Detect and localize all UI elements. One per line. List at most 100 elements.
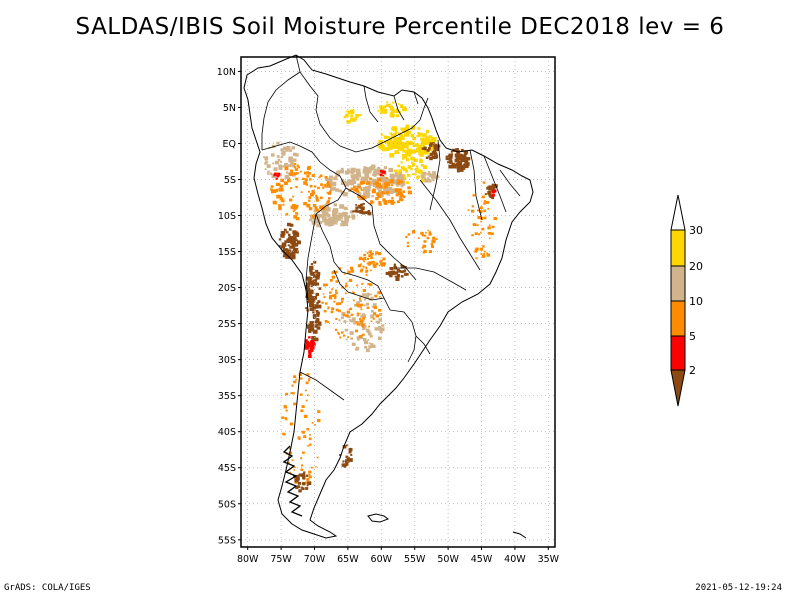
percentile-cell — [428, 143, 433, 147]
percentile-cell — [382, 110, 387, 114]
percentile-cell — [283, 228, 287, 232]
percentile-cell — [293, 469, 296, 471]
percentile-cell — [309, 302, 314, 307]
percentile-cell — [397, 200, 400, 203]
percentile-cell — [305, 381, 309, 385]
percentile-cell — [398, 169, 403, 173]
percentile-cell — [288, 228, 292, 231]
lat-label: 40S — [218, 427, 236, 438]
percentile-cell — [376, 183, 380, 188]
percentile-cell — [384, 192, 386, 195]
percentile-cell — [410, 167, 413, 171]
percentile-cell — [369, 283, 371, 285]
percentile-cell — [343, 273, 346, 275]
percentile-cell — [405, 156, 407, 159]
percentile-cell — [278, 164, 282, 168]
coastline-and-borders — [243, 54, 534, 539]
percentile-cell — [266, 164, 271, 168]
percentile-cell — [467, 209, 470, 211]
percentile-cell — [334, 328, 338, 331]
percentile-cell — [342, 334, 346, 337]
percentile-cell — [492, 186, 496, 190]
percentile-cell — [455, 157, 460, 161]
percentile-cell — [305, 474, 309, 477]
percentile-cell — [295, 217, 300, 221]
percentile-cell — [350, 170, 355, 174]
percentile-cell — [362, 289, 366, 292]
percentile-cell — [324, 176, 328, 179]
percentile-cell — [367, 169, 372, 173]
percentile-cell — [300, 191, 303, 193]
percentile-cell — [314, 324, 319, 328]
percentile-cell — [292, 242, 298, 247]
percentile-cell — [390, 199, 395, 203]
percentile-cell — [394, 150, 399, 155]
percentile-cell — [347, 110, 349, 113]
percentile-cell — [350, 337, 353, 340]
percentile-cell — [359, 181, 364, 185]
percentile-cell — [481, 227, 485, 231]
legend-label: 20 — [689, 260, 703, 273]
percentile-cell — [361, 282, 364, 285]
percentile-cell — [301, 487, 305, 491]
percentile-cell — [360, 263, 362, 265]
percentile-cell — [487, 191, 491, 195]
percentile-cell — [476, 224, 479, 227]
percentile-cell — [367, 258, 370, 260]
percentile-cell — [285, 392, 288, 396]
percentile-cell — [362, 327, 366, 331]
percentile-cell — [360, 268, 364, 271]
percentile-cell — [309, 321, 314, 326]
percentile-cell — [308, 196, 312, 199]
percentile-cell — [421, 149, 427, 155]
percentile-cell — [350, 167, 356, 173]
percentile-cell — [457, 160, 463, 165]
percentile-cell — [396, 268, 400, 272]
percentile-cell — [421, 246, 425, 249]
percentile-cell — [425, 232, 427, 234]
percentile-cell — [461, 155, 465, 159]
percentile-cell — [419, 132, 423, 136]
percentile-cell — [403, 167, 407, 171]
percentile-cell — [272, 189, 277, 193]
percentile-cell — [407, 153, 411, 157]
percentile-cell — [382, 257, 386, 261]
percentile-cell — [431, 137, 437, 142]
percentile-cell — [370, 256, 373, 259]
percentile-cell — [412, 165, 415, 167]
percentile-cell — [433, 153, 438, 157]
percentile-cell — [371, 344, 376, 348]
percentile-cell — [308, 470, 312, 474]
percentile-cell — [354, 185, 359, 189]
percentile-cell — [279, 184, 284, 188]
percentile-cell — [310, 285, 313, 288]
percentile-cell — [317, 305, 322, 309]
percentile-cell — [329, 190, 332, 193]
percentile-cell — [431, 156, 435, 159]
percentile-cell — [289, 172, 294, 176]
lat-label: 20S — [218, 283, 236, 294]
percentile-cell — [377, 166, 381, 170]
percentile-cell — [365, 190, 369, 194]
percentile-cell — [356, 347, 359, 351]
percentile-cell — [345, 455, 349, 458]
percentile-cell — [292, 236, 297, 241]
percentile-cell — [391, 108, 394, 110]
percentile-cell — [361, 313, 366, 317]
percentile-cell — [491, 196, 495, 200]
percentile-cell — [483, 202, 486, 205]
percentile-cell — [350, 269, 355, 273]
percentile-cell — [364, 345, 368, 349]
percentile-cell — [342, 211, 348, 217]
percentile-cell — [347, 110, 352, 115]
percentile-cell — [345, 463, 349, 466]
percentile-cell — [447, 155, 453, 160]
percentile-cell — [375, 320, 379, 323]
percentile-cell — [418, 170, 423, 174]
percentile-cell — [333, 203, 337, 207]
percentile-cell — [312, 307, 316, 311]
chile-archipelago — [282, 445, 303, 517]
percentile-cell — [287, 244, 290, 247]
percentile-cell — [311, 220, 317, 225]
percentile-cell — [379, 173, 383, 176]
